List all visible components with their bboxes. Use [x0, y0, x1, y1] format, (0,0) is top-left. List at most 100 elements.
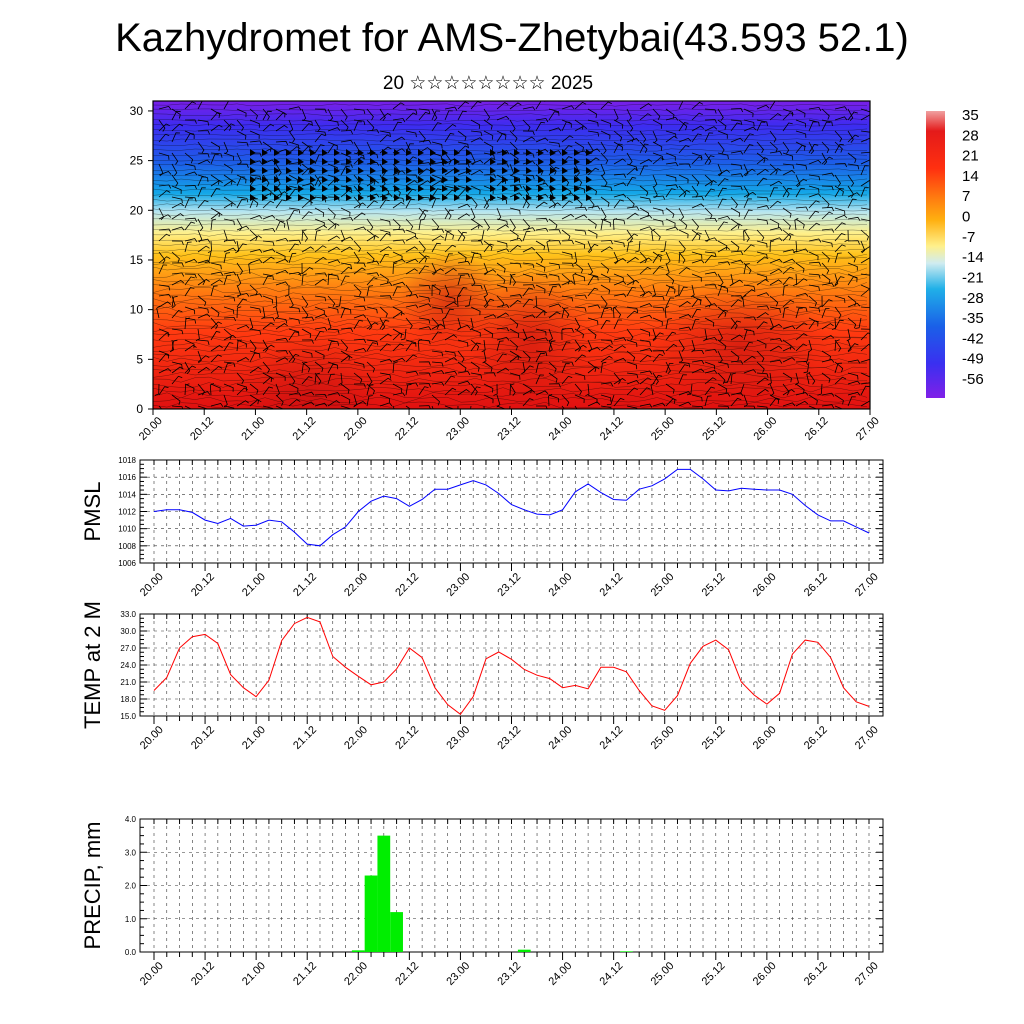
- wind-barb: [171, 251, 180, 263]
- wind-flag: [262, 149, 268, 156]
- wind-barb: [795, 391, 809, 396]
- wind-flag: [310, 194, 316, 201]
- wind-barb: [535, 137, 549, 143]
- wind-barb: [327, 361, 339, 370]
- wind-barb: [158, 119, 166, 132]
- wind-barb: [366, 108, 374, 121]
- wind-barb: [431, 331, 442, 341]
- wind-flag: [310, 167, 316, 174]
- wind-barb: [327, 273, 339, 280]
- wind-barb: [483, 152, 495, 160]
- wind-flag: [382, 194, 388, 201]
- wind-barb: [470, 328, 481, 337]
- wind-barb: [483, 394, 494, 404]
- wind-barb: [756, 157, 769, 165]
- wind-flag: [334, 167, 340, 174]
- wind-barb: [509, 273, 516, 286]
- wind-barb: [379, 320, 390, 330]
- wind-barb: [223, 363, 232, 374]
- y-axis-label: PRECIP, mm: [80, 822, 105, 950]
- wind-barb: [678, 401, 692, 407]
- wind-barb: [327, 339, 339, 346]
- colorbar-label: 7: [962, 188, 970, 205]
- grid: [140, 459, 883, 564]
- wind-barb: [327, 218, 337, 230]
- wind-barb: [392, 306, 403, 316]
- wind-barb: [743, 119, 755, 127]
- wind-barb: [301, 141, 311, 152]
- wind-barb: [522, 284, 535, 289]
- wind-flag: [418, 176, 424, 183]
- wind-barb: [678, 251, 684, 264]
- wind-barb: [834, 273, 839, 287]
- wind-barb: [262, 386, 274, 396]
- wind-barb: [340, 262, 352, 269]
- wind-barb: [587, 229, 598, 239]
- wind-barb: [405, 268, 418, 275]
- wind-barb: [834, 295, 846, 303]
- wind-flag: [574, 158, 580, 165]
- wind-barb: [691, 112, 703, 121]
- wind-barb: [314, 313, 328, 319]
- wind-barb: [340, 308, 349, 319]
- wind-flag: [358, 167, 364, 174]
- wind-barb: [860, 207, 870, 210]
- wind-barb: [340, 119, 349, 131]
- wind-barb: [665, 116, 679, 121]
- wind-barb: [743, 289, 756, 297]
- wind-barb: [353, 348, 367, 352]
- wind-barb: [860, 358, 870, 363]
- wind-barb: [431, 323, 445, 330]
- wind-barb: [704, 303, 718, 308]
- wind-barb: [678, 361, 691, 368]
- wind-barb: [301, 391, 315, 396]
- wind-barb: [834, 187, 845, 198]
- wind-barb: [730, 122, 742, 132]
- wind-barb: [301, 211, 313, 220]
- wind-barb: [613, 319, 623, 330]
- wind-barb: [574, 229, 587, 236]
- wind-barb: [392, 258, 406, 264]
- wind-barb: [184, 241, 192, 253]
- wind-barb: [353, 361, 365, 369]
- wind-barb: [704, 336, 718, 341]
- wind-barb: [587, 366, 600, 374]
- wind-barb: [314, 207, 325, 217]
- wind-barb: [626, 380, 640, 385]
- wind-barb: [158, 353, 170, 363]
- wind-barb: [457, 203, 471, 209]
- wind-barb: [158, 328, 169, 337]
- wind-barb: [184, 361, 191, 375]
- wind-barb: [496, 340, 504, 352]
- wind-barb: [236, 196, 249, 203]
- wind-barb: [769, 359, 783, 364]
- wind-barb: [756, 141, 764, 154]
- wind-barb: [444, 301, 458, 308]
- wind-barb: [730, 350, 740, 362]
- streamline: [153, 251, 868, 259]
- wind-barb: [444, 308, 454, 319]
- wind-barb: [509, 102, 522, 110]
- wind-barb: [275, 258, 289, 264]
- wind-barb: [535, 273, 548, 279]
- streamline: [153, 193, 868, 197]
- wind-flag: [586, 167, 592, 174]
- wind-barb: [704, 284, 717, 289]
- wind-barb: [288, 174, 299, 184]
- wind-barb: [522, 136, 536, 143]
- wind-barb: [284, 284, 290, 297]
- wind-barb: [808, 193, 822, 198]
- wind-barb: [496, 163, 509, 168]
- wind-barb: [275, 220, 285, 231]
- wind-barb: [236, 119, 244, 132]
- wind-barb: [288, 146, 301, 154]
- wind-barb: [197, 200, 209, 209]
- wind-barb: [288, 295, 294, 309]
- wind-barb: [691, 156, 703, 165]
- wind-barb: [587, 317, 599, 325]
- wind-barb: [678, 326, 692, 331]
- wind-barb: [782, 163, 795, 170]
- streamline: [153, 391, 868, 399]
- wind-barb: [197, 355, 210, 363]
- wind-barb: [314, 229, 321, 242]
